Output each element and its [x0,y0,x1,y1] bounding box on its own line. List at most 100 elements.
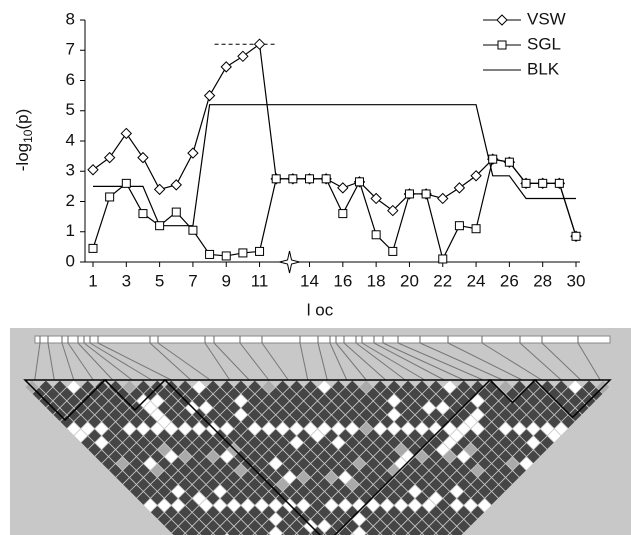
ld-cell [311,457,324,470]
ld-cell [109,464,122,477]
ld-cell [227,471,241,484]
ld-cell [213,498,227,512]
ld-cell [157,401,171,415]
ld-cell [213,443,227,457]
ld-cell [422,387,436,401]
ld-cell [304,492,317,505]
ld-cell [255,498,269,512]
ld-cell [318,519,331,533]
ld-cell [123,436,136,450]
square-marker [238,248,248,258]
ld-cell [185,387,199,401]
ld-cell [95,436,108,450]
ld-cell [137,464,150,477]
ld-cell [157,457,171,470]
ld-cell [276,380,290,394]
marker-connector [299,342,309,381]
ld-cell [471,408,485,422]
ld-cell [213,471,227,484]
ld-cell [241,387,255,401]
ld-cell [415,450,429,463]
ld-cell [248,422,262,436]
x-tick-label: 24 [467,271,486,290]
series-line [93,104,576,227]
ld-cell [457,464,471,477]
ld-cell [304,436,317,450]
ld-cell [220,519,234,533]
square-marker [571,231,581,241]
ld-cell [137,436,150,450]
ld-cell [450,443,464,457]
marker-connector [355,342,406,381]
legend-marker [496,14,508,26]
x-tick-label: 3 [122,271,131,290]
ld-cell [199,457,213,470]
ld-cell [429,492,443,505]
ld-cell [178,422,192,436]
ld-cell [499,380,512,394]
diamond-marker [337,182,349,194]
ld-cell [464,512,478,526]
ld-cell [269,498,283,512]
ld-cell [408,512,422,526]
ld-cell [248,380,262,394]
marker-connector [261,342,289,381]
ld-cell [401,505,415,519]
ld-cell [95,422,108,436]
marker-connector [204,342,231,381]
ld-cell [443,519,457,533]
ld-cell [220,478,234,491]
square-marker [488,154,498,164]
ld-cell [227,415,241,429]
ld-cell [485,394,498,408]
ld-cell [318,380,331,394]
ld-cell [394,485,408,498]
ld-cell [95,394,108,408]
ld-cell [408,526,422,535]
ld-cell [297,443,310,457]
ld-cell [164,408,178,422]
ld-cell [464,485,478,498]
ld-cell [290,422,303,436]
square-marker [388,246,398,256]
ld-cell [499,436,512,450]
ld-cell [123,380,136,394]
ld-cell [171,471,185,484]
ld-cell [401,408,415,422]
ld-cell [373,436,387,450]
ld-cell [227,401,241,415]
ld-cell [143,415,157,429]
ld-cell [227,387,241,401]
ld-cell [192,380,206,394]
ld-cell [485,478,498,491]
ld-cell [39,380,53,394]
series-line [92,158,577,261]
ld-cell [380,526,394,535]
ld-cell [387,450,401,463]
ld-cell [150,408,164,422]
marker-connector [89,342,153,381]
ld-cell [318,394,331,408]
square-marker [138,209,148,219]
ld-cell [373,464,387,477]
x-tick-label: 20 [400,271,419,290]
ld-cell [415,422,429,436]
ld-cell [269,471,283,484]
ld-cell [352,526,366,535]
ld-cell [255,457,269,470]
ld-cell [561,387,575,401]
ld-cell [533,429,547,443]
y-label-part: (p) [13,109,32,130]
ld-cell [304,394,317,408]
ld-cell [137,380,150,394]
ld-cell [359,505,373,519]
ld-cell [290,380,303,394]
ld-cell [248,478,262,491]
ld-cell [206,492,220,505]
ld-cell [325,512,338,526]
diamond-marker [453,182,466,194]
diamond-marker [220,61,232,73]
ld-cell [88,429,102,443]
ld-cell [213,387,227,401]
ld-cell [192,394,206,408]
